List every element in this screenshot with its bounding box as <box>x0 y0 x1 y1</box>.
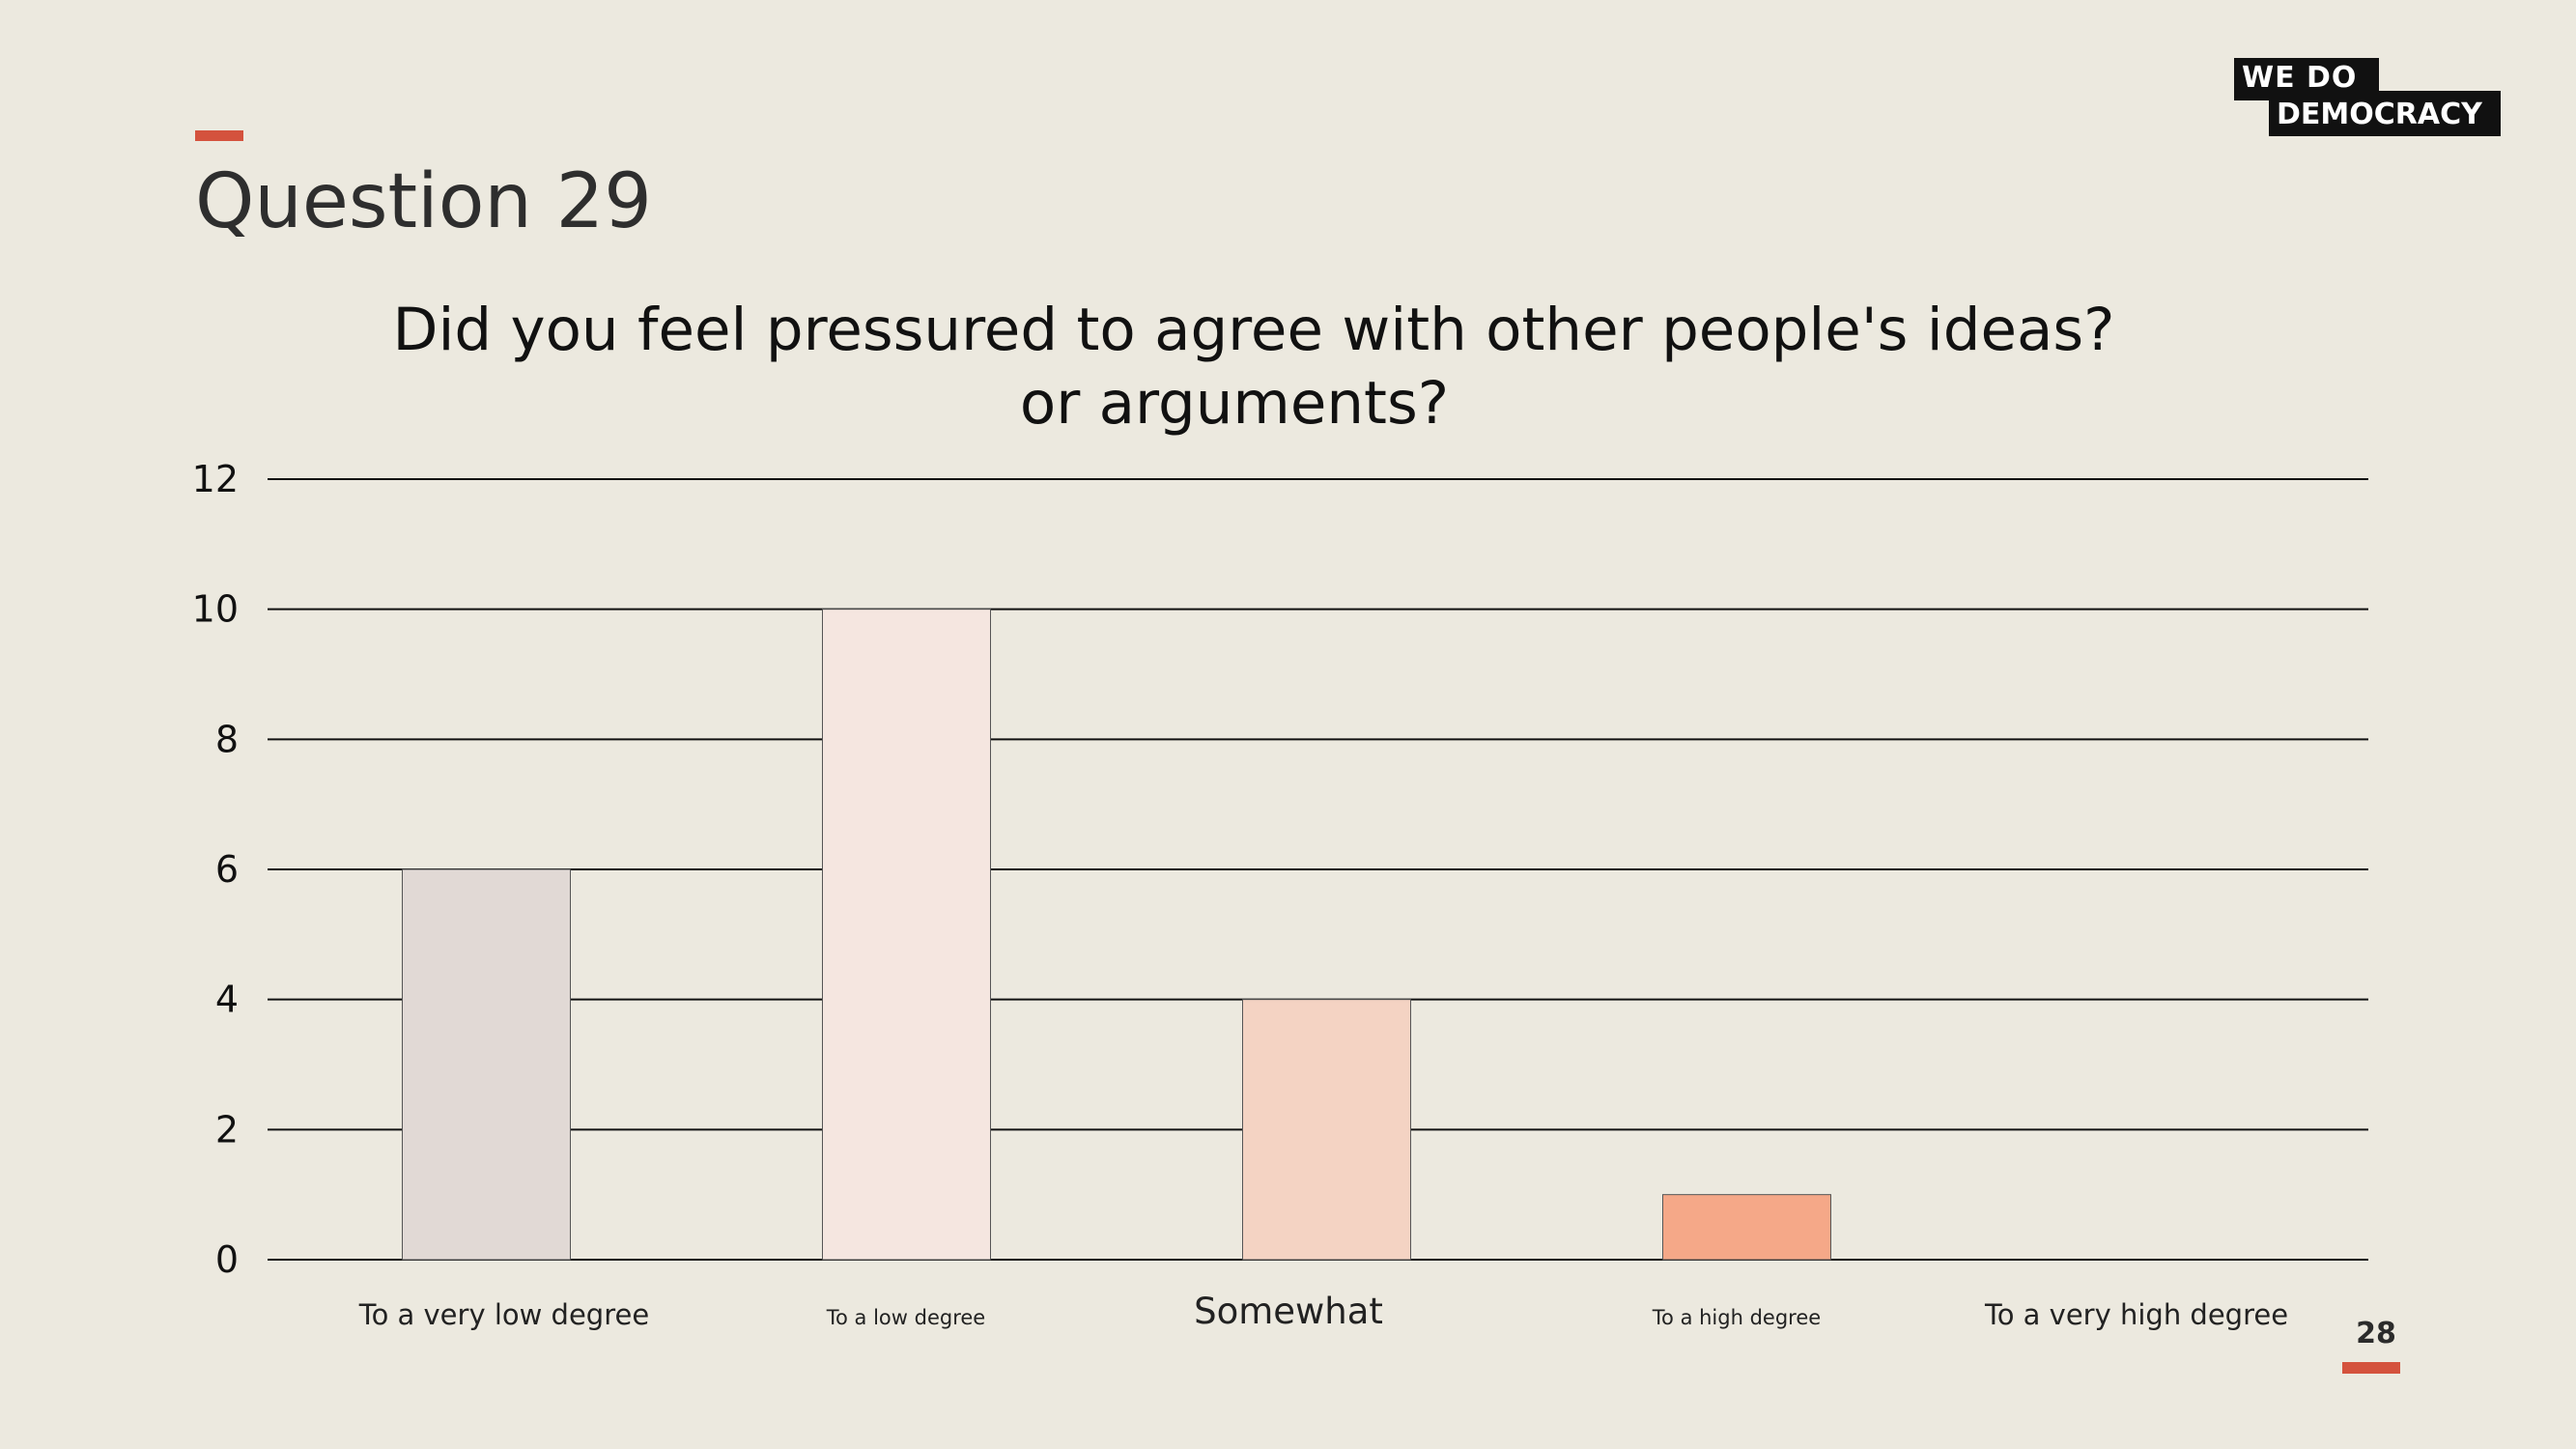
page-number: 28 <box>2356 1317 2396 1350</box>
gridlines <box>268 478 2368 1261</box>
y-tick-label: 6 <box>215 848 239 891</box>
x-tick-label: To a low degree <box>826 1306 985 1329</box>
y-axis-ticks: 0 2 4 6 8 10 12 <box>192 458 239 1281</box>
x-tick-label: To a very high degree <box>1984 1298 2288 1331</box>
page-title: Question 29 <box>195 158 652 245</box>
bar-1 <box>402 868 571 1261</box>
x-tick-label: Somewhat <box>1194 1291 1383 1332</box>
chart-title: Did you feel pressured to agree with oth… <box>392 296 2114 438</box>
we-do-democracy-logo: WE DO DEMOCRACY <box>2234 58 2501 138</box>
y-tick-label: 10 <box>192 588 239 631</box>
y-tick-label: 12 <box>192 458 239 500</box>
title-accent-bar <box>195 130 243 141</box>
bar-2 <box>822 609 991 1261</box>
y-tick-label: 2 <box>215 1108 239 1151</box>
chart-title-line-2: or arguments? <box>1020 369 1449 438</box>
chart-title-line-1: Did you feel pressured to agree with oth… <box>392 296 2114 364</box>
x-tick-label: To a very low degree <box>358 1298 649 1331</box>
logo-line-2: DEMOCRACY <box>2269 91 2501 136</box>
y-tick-label: 0 <box>215 1238 239 1281</box>
bar-3 <box>1242 999 1411 1261</box>
y-tick-label: 4 <box>215 979 239 1021</box>
x-tick-label: To a high degree <box>1652 1306 1821 1329</box>
x-axis-labels: To a very low degree To a low degree Somew… <box>358 1291 2288 1332</box>
bar-4 <box>1662 1194 1831 1261</box>
y-tick-label: 8 <box>215 718 239 760</box>
page-number-accent-bar <box>2342 1362 2400 1374</box>
bars <box>402 609 1831 1261</box>
